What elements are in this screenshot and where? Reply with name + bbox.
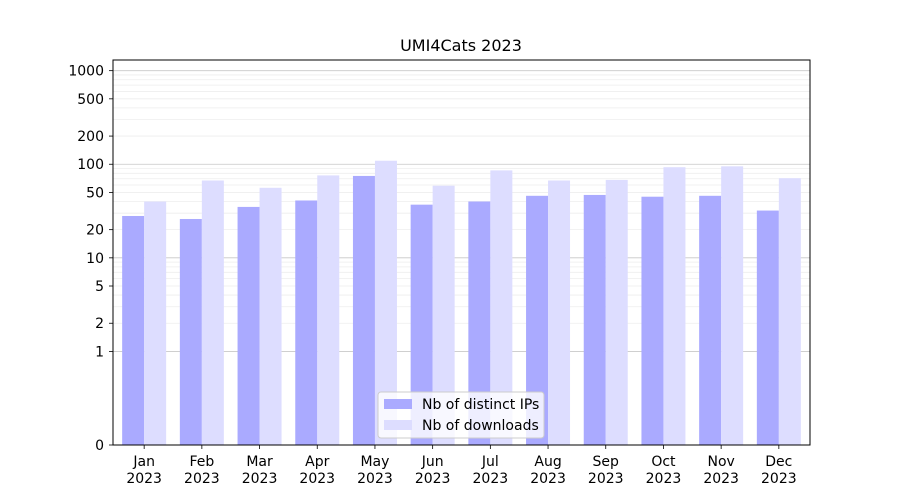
y-tick-label: 200 [77, 129, 104, 145]
y-tick-label: 5 [95, 279, 104, 295]
y-tick-label: 2 [95, 316, 104, 332]
bar-downloads [432, 185, 455, 446]
plot-frame [112, 59, 811, 446]
bar-distinct-ips [237, 206, 260, 445]
y-tick-label: 20 [86, 223, 104, 239]
y-tick-label: 1000 [68, 64, 104, 80]
bar-distinct-ips [295, 200, 318, 445]
legend-label: Nb of distinct IPs [422, 397, 539, 413]
x-tick-label: Jan [132, 454, 155, 470]
x-tick-label: Feb [189, 454, 214, 470]
legend: Nb of distinct IPs Nb of downloads [377, 391, 545, 439]
bar-distinct-ips [756, 210, 779, 445]
y-tick-label: 10 [86, 251, 104, 267]
bar-downloads [317, 175, 340, 445]
bar-downloads [374, 160, 397, 446]
x-tick-label: 2023 [415, 471, 451, 487]
bar-downloads [144, 201, 167, 445]
bar-distinct-ips [122, 215, 145, 445]
bar-downloads [721, 166, 744, 445]
legend-label: Nb of downloads [422, 418, 539, 434]
y-tick-label: 1 [95, 344, 104, 360]
x-tick-label: Apr [305, 454, 329, 470]
y-tick-label: 500 [77, 92, 104, 108]
bar-distinct-ips [699, 195, 722, 445]
chart-title: UMI4Cats 2023 [400, 36, 522, 55]
x-tick-label: 2023 [184, 471, 220, 487]
bar-downloads [663, 167, 686, 446]
bar-distinct-ips [583, 194, 606, 445]
x-tick-label: 2023 [761, 471, 797, 487]
x-tick-label: Jul [481, 454, 499, 470]
x-tick-label: Sep [593, 454, 620, 470]
x-tick-label: 2023 [299, 471, 335, 487]
x-tick-label: 2023 [357, 471, 393, 487]
legend-box [377, 391, 545, 439]
x-tick-label: Jun [421, 454, 444, 470]
y-tick-label: 50 [86, 185, 104, 201]
x-tick-label: Dec [765, 454, 792, 470]
bar-distinct-ips [641, 196, 664, 445]
x-tick-label: 2023 [703, 471, 739, 487]
bar-downloads [548, 180, 571, 446]
bar-downloads [778, 178, 801, 445]
y-tick-label: 100 [77, 157, 104, 173]
x-tick-label: 2023 [473, 471, 509, 487]
bar-downloads [490, 170, 513, 445]
legend-swatch [384, 420, 412, 430]
y-tick-label: 0 [95, 438, 104, 454]
x-tick-label: 2023 [530, 471, 566, 487]
x-tick-label: 2023 [242, 471, 278, 487]
bar-distinct-ips [352, 175, 375, 445]
bar-downloads [201, 180, 224, 446]
bar-downloads [605, 179, 628, 445]
bar-downloads [259, 187, 282, 445]
x-tick-label: Aug [534, 454, 561, 470]
bar-distinct-ips [468, 201, 491, 445]
axes: Jan2023Feb2023Mar2023Apr2023May2023Jun20… [68, 59, 811, 487]
bar-distinct-ips [179, 218, 202, 445]
x-tick-label: Oct [651, 454, 676, 470]
x-tick-label: Mar [246, 454, 273, 470]
grid-lines [113, 70, 810, 352]
bar-distinct-ips [410, 204, 433, 445]
bar-distinct-ips [526, 195, 549, 445]
x-tick-label: 2023 [646, 471, 682, 487]
x-tick-label: May [360, 454, 389, 470]
x-tick-label: 2023 [126, 471, 162, 487]
bars [122, 160, 801, 446]
legend-swatch [384, 399, 412, 409]
x-tick-label: 2023 [588, 471, 624, 487]
x-tick-label: Nov [707, 454, 734, 470]
